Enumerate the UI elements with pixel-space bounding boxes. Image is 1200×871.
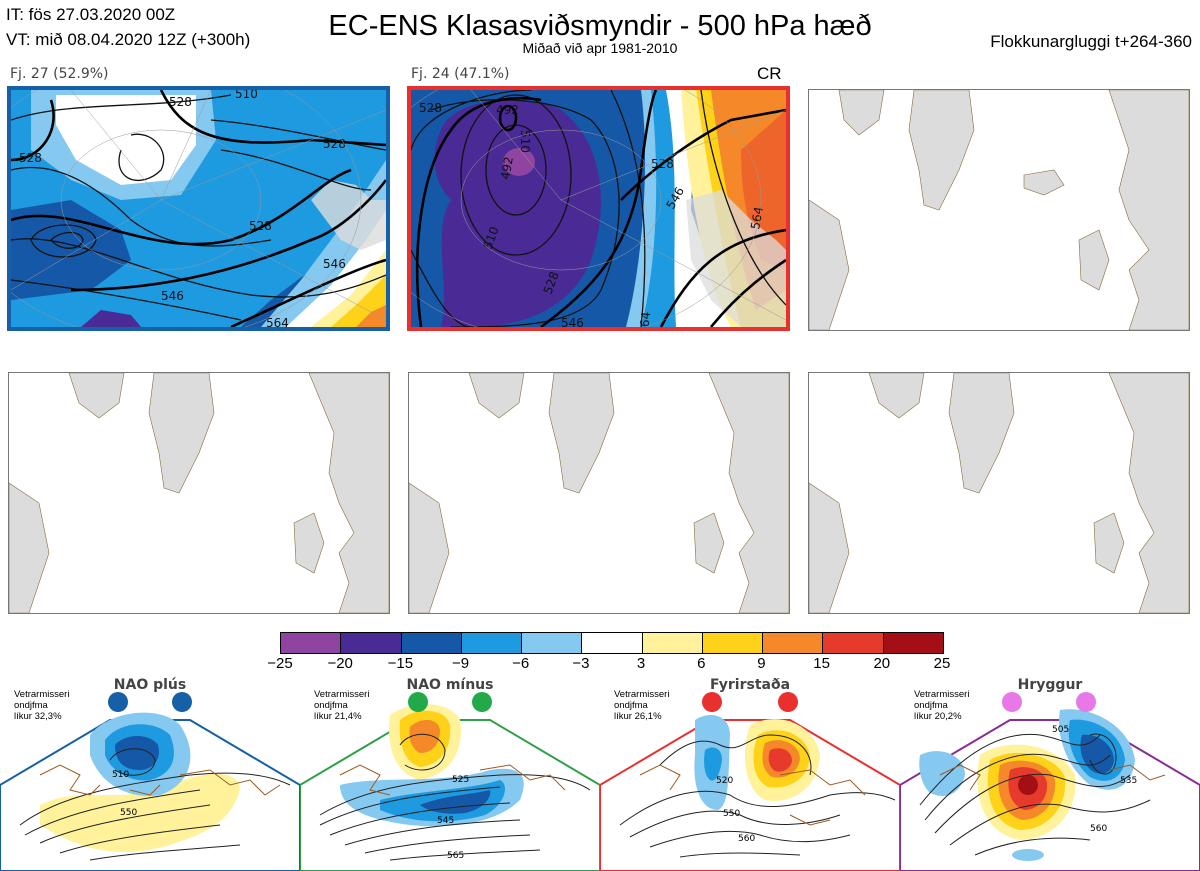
colorbar-segment [341, 633, 402, 653]
cluster-2-label: Fj. 24 (47.1%) [411, 66, 510, 82]
colorbar-tick-label: 9 [757, 655, 766, 672]
page-subtitle: Miðað við apr 1981-2010 [522, 40, 678, 56]
contour-label: 510 [518, 130, 532, 153]
colorbar-segment [401, 633, 462, 653]
contour-label: 564 [266, 316, 289, 327]
valid-time: VT: mið 08.04.2020 12Z (+300h) [6, 30, 251, 49]
page-title: EC-ENS Klasasviðsmyndir - 500 hPa hæð [328, 10, 872, 42]
colorbar-tick-label: 15 [813, 655, 830, 672]
regime-probability-note: Vetrarmisseri ondjfma líkur 21,4% [314, 689, 370, 722]
regime-contour-label: 510 [112, 770, 129, 780]
regime-contour-label: 525 [452, 775, 469, 785]
colorbar-tick-label: 20 [873, 655, 891, 672]
contour-label: 546 [323, 257, 346, 271]
classification-window: Flokkunargluggi t+264-360 [990, 32, 1192, 51]
colorbar-tick-label: 25 [933, 655, 951, 672]
empty-map-5 [408, 372, 790, 614]
contour-label: 528 [19, 151, 42, 165]
regime-contour-label: 560 [738, 834, 755, 844]
regime-contour-label: 520 [716, 776, 733, 786]
contour-label: 492 [498, 156, 516, 181]
contour-label: 528 [249, 219, 272, 233]
regime-contour-label: 505 [1052, 725, 1069, 735]
colorbar-segment [522, 633, 583, 653]
colorbar-segment [461, 633, 523, 653]
contour-label: 528 [419, 101, 442, 115]
colorbar-tick-label: −6 [512, 655, 530, 672]
regime-blocking[interactable]: 520 550 560 Fyrirstaða Vetrarmisseri ond… [600, 675, 900, 871]
cluster-1-map[interactable]: 528 528 528 528 546 546 510 564 [7, 86, 390, 331]
contour-label: 546 [161, 289, 184, 303]
regime-contour-label: 550 [120, 808, 137, 818]
regime-contour-label: 545 [437, 816, 454, 826]
cluster-1-label: Fj. 27 (52.9%) [10, 66, 109, 82]
regime-contour-label: 560 [1090, 824, 1107, 834]
empty-map-4 [8, 372, 390, 614]
regime-title: NAO plús [113, 677, 187, 693]
regime-probability-note: Vetrarmisseri ondjfma líkur 26,1% [614, 689, 670, 722]
contour-label: 492 [496, 103, 519, 117]
empty-map-6 [808, 372, 1190, 614]
anomaly-colorbar [280, 632, 944, 654]
regime-title: Fyrirstaða [709, 677, 791, 693]
regime-title: NAO mínus [406, 677, 494, 693]
colorbar-segment [281, 633, 342, 653]
regime-nao-plus[interactable]: 510 550 NAO plús Vetrarmisseri ondjfma l… [0, 675, 300, 871]
contour-label: 528 [651, 157, 674, 171]
contour-label: 528 [323, 137, 346, 151]
contour-label: 564 [637, 311, 653, 327]
regime-probability-note: Vetrarmisseri ondjfma líkur 32,3% [14, 689, 70, 722]
regime-title: Hryggur [1017, 677, 1083, 693]
colorbar-segment [642, 633, 703, 653]
colorbar-tick-label: 6 [697, 655, 706, 672]
colorbar-tick-label: 3 [636, 655, 646, 672]
initial-time: IT: fös 27.03.2020 00Z [6, 5, 176, 24]
colorbar-tick-label: −25 [267, 655, 293, 672]
colorbar-segment [883, 633, 943, 653]
colorbar-tick-label: −3 [572, 655, 590, 672]
contour-label: 546 [561, 316, 584, 327]
empty-map-3 [808, 89, 1190, 331]
colorbar-segment [702, 633, 764, 653]
contour-label: 528 [169, 95, 192, 109]
colorbar-segment [763, 633, 824, 653]
colorbar-segment [823, 633, 884, 653]
cluster-regime-tag: CR [757, 64, 782, 83]
contour-label: 564 [748, 206, 766, 231]
regime-nao-minus[interactable]: 525 545 565 NAO mínus Vetrarmisseri ondj… [300, 675, 600, 871]
colorbar-tick-label: −9 [451, 655, 470, 672]
regime-ridge[interactable]: 505 535 560 Hryggur Vetrarmisseri ondjfm… [900, 675, 1200, 871]
cluster-2-map[interactable]: 492 492 510 528 528 528 546 546 564 564 … [407, 86, 790, 331]
regime-contour-label: 565 [447, 851, 464, 861]
colorbar-tick-label: −15 [387, 655, 414, 672]
colorbar-tick-label: −20 [327, 655, 353, 672]
regime-contour-label: 535 [1120, 776, 1137, 786]
colorbar-segment [582, 633, 643, 653]
regime-probability-note: Vetrarmisseri ondjfma líkur 20,2% [914, 689, 970, 722]
regime-contour-label: 550 [723, 809, 740, 819]
contour-label: 510 [235, 90, 258, 101]
